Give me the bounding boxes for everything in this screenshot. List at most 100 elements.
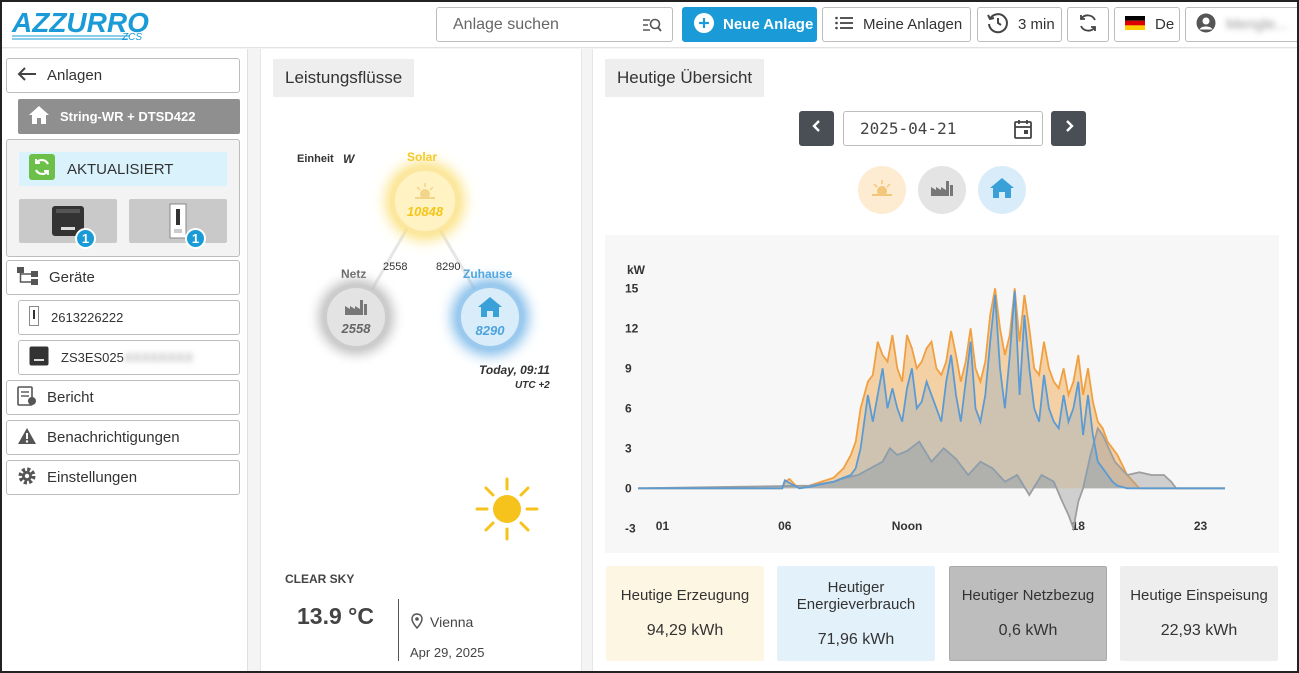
back-to-plants-button[interactable]: Anlagen <box>6 58 240 93</box>
card-consumption: Heutiger Energieverbrauch 71,96 kWh <box>777 566 935 661</box>
card-feed-in: Heutige Einspeisung 22,93 kWh <box>1120 566 1278 661</box>
factory-icon <box>344 298 368 321</box>
device-name: ZS3ES025 <box>61 350 124 365</box>
user-name: Mengle... <box>1226 16 1288 33</box>
status-label: AKTUALISIERT <box>67 160 174 178</box>
y-tick-label: -3 <box>625 521 636 535</box>
plant-name-item[interactable]: String-WR + DTSD422 <box>18 99 240 134</box>
home-node[interactable]: 8290 <box>458 285 522 349</box>
home-label: Zuhause <box>463 267 513 281</box>
card-generation: Heutige Erzeugung 94,29 kWh <box>606 566 764 661</box>
series-area-1 <box>638 291 1225 489</box>
arrow-left-icon <box>17 66 37 86</box>
clear-sky-sun-icon <box>475 477 539 546</box>
grid-flow-value: 2558 <box>383 261 408 273</box>
card-label: Heutiger Energieverbrauch <box>796 578 916 613</box>
my-plants-button[interactable]: Meine Anlagen <box>822 7 971 42</box>
overview-title: Heutige Übersicht <box>605 59 765 97</box>
grid-node[interactable]: 2558 <box>324 285 388 349</box>
meter-device-tile[interactable]: 1 <box>129 199 227 249</box>
logo-subtext: ZCS <box>121 32 142 43</box>
series-line-0 <box>638 288 1225 490</box>
grid-filter-button[interactable] <box>918 166 966 214</box>
refresh-icon <box>1077 12 1099 38</box>
unit-label: Einheit <box>297 153 334 165</box>
refresh-button[interactable] <box>1067 7 1109 42</box>
sun-icon <box>414 183 436 204</box>
power-flows-panel: Leistungsflüsse Einheit W Solar 10848 Ne… <box>260 49 582 671</box>
daily-power-chart: kW 15 12 9 6 3 0 -3 01 06 Noon 18 23 <box>605 235 1279 553</box>
top-bar: AZZURRO ZCS Anlage suchen Neue Anlage Me… <box>2 2 1297 48</box>
calendar-icon[interactable] <box>1014 119 1032 143</box>
settings-menu-item[interactable]: Einstellungen <box>6 460 240 495</box>
meter-icon <box>169 203 187 244</box>
chevron-left-icon <box>811 119 823 138</box>
x-tick-label: 06 <box>778 519 792 533</box>
y-tick-label: 15 <box>625 281 639 295</box>
status-indicator: AKTUALISIERT <box>19 152 227 186</box>
card-label: Heutiger Netzbezug <box>961 587 1095 604</box>
weather-condition: CLEAR SKY <box>285 572 355 586</box>
language-button[interactable]: De <box>1114 7 1180 42</box>
back-label: Anlagen <box>47 67 103 84</box>
gear-icon <box>17 466 37 490</box>
x-tick-label: 23 <box>1194 519 1208 533</box>
plant-name: String-WR + DTSD422 <box>60 109 196 124</box>
y-tick-label: 6 <box>625 401 632 415</box>
sync-icon <box>29 154 55 184</box>
report-icon <box>17 385 37 410</box>
card-value: 71,96 kWh <box>817 630 895 648</box>
devices-menu-item[interactable]: Geräte <box>6 260 240 295</box>
notifications-menu-item[interactable]: Benachrichtigungen <box>6 420 240 455</box>
meter-icon <box>29 306 39 329</box>
home-icon <box>28 105 50 128</box>
refresh-interval-label: 3 min <box>1018 16 1055 33</box>
user-avatar-icon <box>1196 13 1216 37</box>
report-label: Bericht <box>47 389 94 406</box>
search-placeholder: Anlage suchen <box>453 15 559 33</box>
home-filter-button[interactable] <box>978 166 1026 214</box>
device-tree-icon <box>17 266 39 289</box>
search-input[interactable]: Anlage suchen <box>436 7 673 42</box>
card-value: 22,93 kWh <box>1160 622 1238 639</box>
plus-circle-icon <box>693 12 715 38</box>
date-picker-input[interactable]: 2025-04-21 <box>843 111 1043 146</box>
brand-logo[interactable]: AZZURRO ZCS <box>10 6 150 44</box>
history-clock-icon <box>986 11 1010 39</box>
card-grid-import: Heutiger Netzbezug 0,6 kWh <box>949 566 1107 661</box>
inverter-device-tile[interactable]: 1 <box>19 199 117 249</box>
user-menu-button[interactable]: Mengle... <box>1185 7 1297 42</box>
grid-value: 2558 <box>341 321 371 336</box>
device-list-item-inverter[interactable]: ZS3ES025XXXXXXXX <box>18 340 240 375</box>
solar-filter-button[interactable] <box>858 166 906 214</box>
device-list-item-meter[interactable]: 2613226222 <box>18 300 240 335</box>
series-area-2 <box>638 428 1225 529</box>
refresh-interval-button[interactable]: 3 min <box>977 7 1062 42</box>
solar-node[interactable]: 10848 <box>392 168 458 234</box>
y-tick-label: 9 <box>625 361 632 375</box>
report-menu-item[interactable]: Bericht <box>6 380 240 415</box>
next-day-button[interactable] <box>1051 111 1086 146</box>
grid-icon <box>930 179 954 202</box>
solar-icon <box>871 179 893 201</box>
device-name-hidden: XXXXXXXX <box>123 350 194 365</box>
search-icon[interactable] <box>642 16 662 39</box>
card-value: 0,6 kWh <box>998 622 1058 639</box>
home-value: 8290 <box>475 323 505 338</box>
previous-day-button[interactable] <box>799 111 834 146</box>
solar-label: Solar <box>407 150 438 164</box>
location-pin-icon <box>411 613 423 634</box>
sidebar: Anlagen String-WR + DTSD422 AKTUALISIERT… <box>2 49 248 671</box>
language-label: De <box>1155 16 1175 33</box>
weather-location: Vienna <box>430 614 474 630</box>
x-tick-label: 01 <box>656 519 670 533</box>
y-axis-label: kW <box>627 263 646 277</box>
german-flag-icon <box>1125 15 1145 34</box>
chevron-right-icon <box>1063 119 1075 138</box>
new-plant-button[interactable]: Neue Anlage <box>682 7 817 42</box>
card-value: 94,29 kWh <box>646 622 724 639</box>
warning-icon <box>17 427 37 449</box>
new-plant-label: Neue Anlage <box>723 16 814 33</box>
